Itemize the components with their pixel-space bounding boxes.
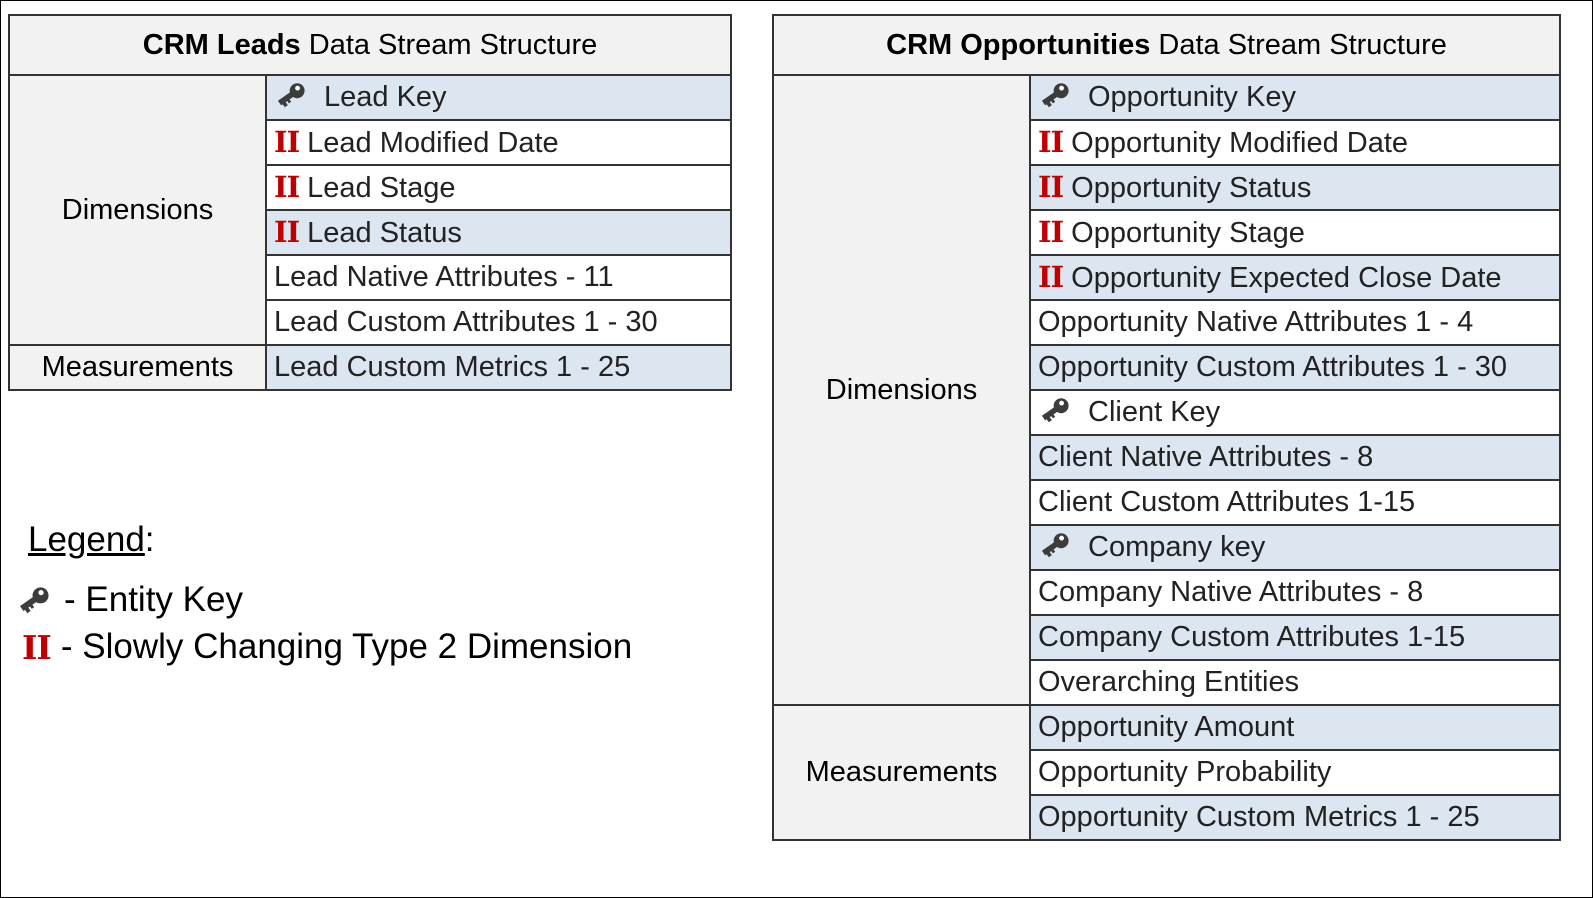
scd-type2-icon: II [274, 215, 300, 249]
key-icon [1038, 396, 1072, 424]
field-cell: Opportunity Probability [1028, 749, 1562, 796]
leads-dimensions-label: Dimensions [8, 74, 267, 346]
field-label: Lead Stage [307, 172, 456, 204]
field-label: Overarching Entities [1038, 666, 1300, 698]
legend-title-text: Legend [28, 520, 145, 559]
field-label: Lead Modified Date [307, 127, 559, 159]
scd-type2-icon: II [1038, 170, 1064, 204]
field-cell: Company key [1028, 524, 1562, 571]
legend-scd: II - Slowly Changing Type 2 Dimension [22, 627, 632, 667]
key-icon [1038, 531, 1072, 559]
field-label: Opportunity Custom Attributes 1 - 30 [1038, 351, 1508, 383]
opportunities-table-title: CRM Opportunities Data Stream Structure [771, 14, 1562, 76]
field-cell: Lead Custom Attributes 1 - 30 [264, 299, 733, 346]
field-label: Client Key [1088, 396, 1221, 428]
field-cell: Company Native Attributes - 8 [1028, 569, 1562, 616]
field-cell: II Opportunity Expected Close Date [1028, 254, 1562, 301]
field-cell: II Opportunity Status [1028, 164, 1562, 211]
opportunities-title-rest: Data Stream Structure [1150, 28, 1447, 61]
scd-type2-icon: II [1038, 260, 1064, 294]
leads-measurements-label: Measurements [8, 344, 267, 391]
opportunities-measurements-label: Measurements [772, 704, 1031, 841]
field-cell: Lead Key [264, 74, 733, 121]
field-cell: Opportunity Native Attributes 1 - 4 [1028, 299, 1562, 346]
scd-type2-icon: II [274, 170, 300, 204]
field-cell: Client Key [1028, 389, 1562, 436]
field-label: Company Custom Attributes 1-15 [1038, 621, 1466, 653]
leads-title-rest: Data Stream Structure [300, 28, 598, 61]
legend-key-desc: - Entity Key [64, 580, 243, 619]
field-label: Company key [1088, 531, 1266, 563]
legend-title: Legend: [28, 520, 155, 560]
field-cell: II Lead Modified Date [264, 119, 733, 166]
field-cell: Client Custom Attributes 1-15 [1028, 479, 1562, 526]
field-label: Company Native Attributes - 8 [1038, 576, 1424, 608]
leads-table-title: CRM Leads Data Stream Structure [7, 14, 733, 76]
field-label: Opportunity Expected Close Date [1071, 262, 1502, 294]
field-cell: II Opportunity Stage [1028, 209, 1562, 256]
field-label: Client Custom Attributes 1-15 [1038, 486, 1416, 518]
field-label: Opportunity Amount [1038, 711, 1295, 743]
field-cell: II Opportunity Modified Date [1028, 119, 1562, 166]
opportunities-dimensions-label: Dimensions [772, 74, 1031, 706]
field-cell: Opportunity Amount [1028, 704, 1562, 751]
field-cell: Client Native Attributes - 8 [1028, 434, 1562, 481]
scd-type2-icon: II [1038, 125, 1064, 159]
field-label: Opportunity Probability [1038, 756, 1332, 788]
key-icon [274, 81, 308, 109]
field-label: Lead Custom Metrics 1 - 25 [274, 351, 631, 383]
legend-title-suffix: : [144, 520, 155, 559]
key-icon [16, 585, 52, 615]
field-label: Lead Custom Attributes 1 - 30 [274, 306, 658, 338]
field-label: Opportunity Stage [1071, 217, 1305, 249]
field-cell: II Lead Status [264, 209, 733, 256]
field-label: Opportunity Native Attributes 1 - 4 [1038, 306, 1474, 338]
scd-type2-icon: II [274, 125, 300, 159]
field-label: Opportunity Custom Metrics 1 - 25 [1038, 801, 1480, 833]
field-cell: Overarching Entities [1028, 659, 1562, 706]
scd-type2-icon: II [1038, 215, 1064, 249]
field-label: Lead Native Attributes - 11 [274, 261, 614, 293]
legend-scd-desc: - Slowly Changing Type 2 Dimension [60, 627, 633, 666]
opportunities-title-bold: CRM Opportunities [886, 28, 1151, 61]
field-label: Opportunity Status [1071, 172, 1312, 204]
legend-entity-key: - Entity Key [16, 580, 243, 620]
field-cell: Company Custom Attributes 1-15 [1028, 614, 1562, 661]
field-label: Lead Status [307, 217, 462, 249]
field-label: Lead Key [324, 81, 447, 113]
field-cell: Lead Custom Metrics 1 - 25 [264, 344, 733, 391]
field-label: Opportunity Key [1088, 81, 1296, 113]
key-icon [1038, 81, 1072, 109]
field-label: Client Native Attributes - 8 [1038, 441, 1374, 473]
crm-opportunities-table: CRM Opportunities Data Stream Structure … [771, 14, 1562, 841]
field-cell: Opportunity Custom Attributes 1 - 30 [1028, 344, 1562, 391]
field-label: Opportunity Modified Date [1071, 127, 1409, 159]
field-cell: II Lead Stage [264, 164, 733, 211]
field-cell: Opportunity Key [1028, 74, 1562, 121]
leads-title-bold: CRM Leads [142, 28, 301, 61]
scd-type2-icon: II [22, 627, 52, 667]
crm-leads-table: CRM Leads Data Stream Structure Dimensio… [7, 14, 733, 391]
field-cell: Opportunity Custom Metrics 1 - 25 [1028, 794, 1562, 841]
field-cell: Lead Native Attributes - 11 [264, 254, 733, 301]
